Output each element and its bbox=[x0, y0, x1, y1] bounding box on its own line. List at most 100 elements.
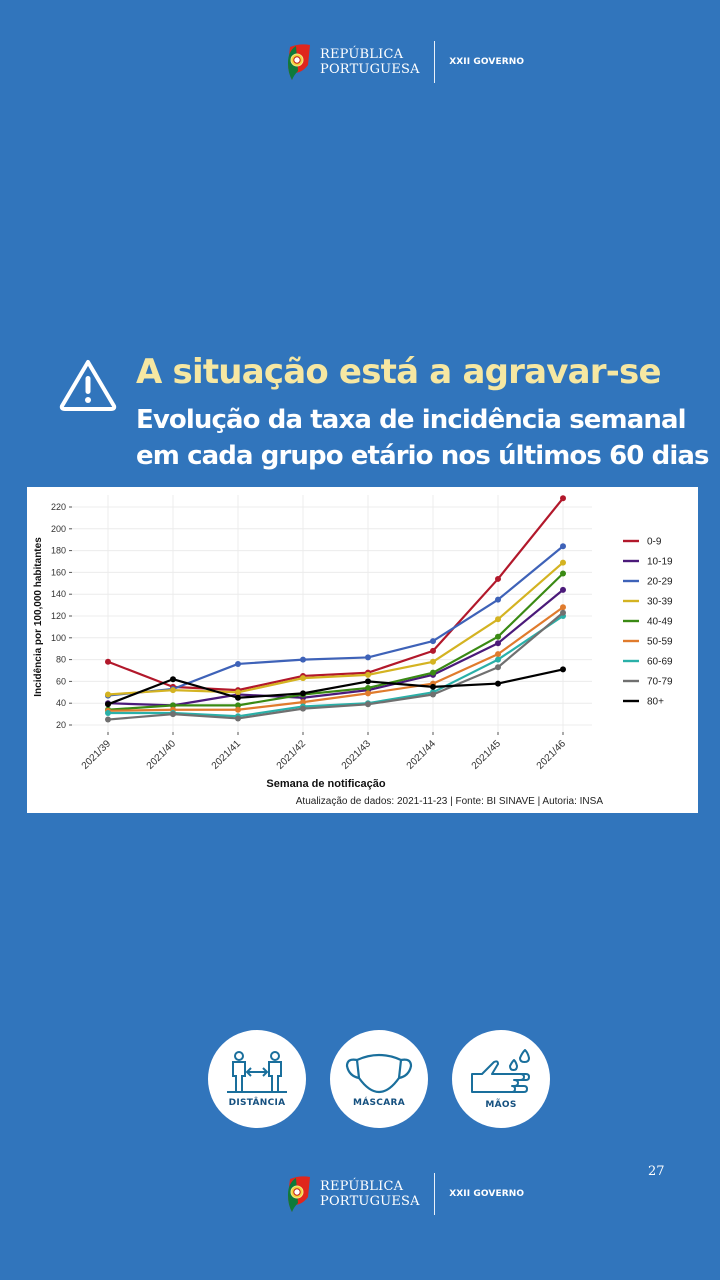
series-line-20-29 bbox=[107, 545, 564, 697]
data-point bbox=[235, 702, 241, 709]
data-point bbox=[365, 671, 371, 678]
y-tick-label: 160 bbox=[51, 567, 66, 577]
data-point bbox=[235, 715, 241, 722]
data-point bbox=[365, 654, 371, 661]
badge-distance: DISTÂNCIA bbox=[208, 1030, 306, 1128]
series-line-50-59 bbox=[107, 606, 564, 712]
data-point bbox=[300, 690, 306, 697]
legend-label: 50-59 bbox=[647, 637, 673, 648]
x-tick-label: 2021/41 bbox=[210, 738, 244, 772]
data-point bbox=[365, 701, 371, 708]
footer-logo: REPÚBLICA PORTUGUESA XXII GOVERNO bbox=[286, 1172, 524, 1216]
series-line-10-19 bbox=[107, 588, 564, 707]
data-point bbox=[235, 706, 241, 713]
badge-label: MÁSCARA bbox=[353, 1098, 405, 1108]
data-point bbox=[430, 638, 436, 645]
warning-triangle-icon bbox=[58, 358, 118, 412]
y-tick-label: 120 bbox=[51, 611, 66, 621]
data-point bbox=[430, 669, 436, 676]
y-axis-label: Incidência por 100,000 habitantes bbox=[33, 537, 44, 697]
data-point bbox=[560, 604, 566, 611]
x-tick-label: 2021/42 bbox=[275, 738, 309, 772]
data-point bbox=[105, 710, 111, 717]
face-mask-icon bbox=[345, 1053, 413, 1094]
data-point bbox=[430, 647, 436, 654]
y-tick-label: 180 bbox=[51, 546, 66, 556]
data-point bbox=[235, 694, 241, 701]
government-label: XXII GOVERNO bbox=[449, 1189, 525, 1199]
data-point bbox=[560, 543, 566, 550]
legend-label: 30-39 bbox=[647, 597, 673, 608]
badge-label: MÃOS bbox=[485, 1100, 517, 1110]
portugal-flag-icon bbox=[286, 1175, 312, 1213]
headline-title: A situação está a agravar-se bbox=[136, 352, 662, 392]
prevention-badges: DISTÂNCIA MÁSCARA MÃOS bbox=[208, 1030, 550, 1128]
data-point bbox=[170, 687, 176, 694]
portugal-flag-icon bbox=[286, 43, 312, 81]
data-point bbox=[495, 656, 501, 663]
government-label: XXII GOVERNO bbox=[449, 57, 525, 67]
logo-line-1: REPÚBLICA bbox=[320, 1179, 404, 1194]
y-tick-label: 80 bbox=[56, 655, 66, 665]
series-line-30-39 bbox=[107, 561, 564, 696]
x-axis-label: Semana de notificação bbox=[266, 778, 385, 790]
data-point bbox=[495, 633, 501, 640]
x-tick-label: 2021/44 bbox=[405, 738, 439, 772]
data-point bbox=[495, 651, 501, 658]
data-point bbox=[495, 640, 501, 647]
data-point bbox=[430, 658, 436, 665]
y-tick-label: 40 bbox=[56, 698, 66, 708]
y-tick-label: 220 bbox=[51, 502, 66, 512]
data-point bbox=[105, 691, 111, 698]
data-point bbox=[105, 658, 111, 665]
data-point bbox=[560, 495, 566, 502]
x-tick-label: 2021/39 bbox=[80, 738, 114, 772]
chart-canvas: 20 40 60 80 100 120 140 160 180 200 220 2021/39 2021… bbox=[33, 495, 673, 807]
header-logo: REPÚBLICA PORTUGUESA XXII GOVERNO bbox=[286, 40, 524, 84]
legend-label: 20-29 bbox=[647, 577, 673, 588]
series-line-80+ bbox=[107, 668, 564, 706]
data-point bbox=[300, 705, 306, 712]
series-line-0-9 bbox=[107, 497, 564, 692]
logo-divider bbox=[433, 1173, 436, 1215]
data-point bbox=[170, 702, 176, 709]
data-point bbox=[170, 711, 176, 718]
page-number: 27 bbox=[648, 1164, 665, 1179]
x-tick-label: 2021/45 bbox=[470, 738, 504, 772]
data-point bbox=[170, 676, 176, 683]
subtitle-line-2: em cada grupo etário nos últimos 60 dias bbox=[136, 441, 709, 471]
y-tick-label: 60 bbox=[56, 676, 66, 686]
data-point bbox=[560, 586, 566, 593]
data-point bbox=[235, 689, 241, 696]
x-tick-label: 2021/43 bbox=[340, 738, 374, 772]
logo-divider bbox=[433, 41, 436, 83]
data-point bbox=[300, 675, 306, 682]
legend-label: 80+ bbox=[647, 697, 664, 708]
hand-washing-icon bbox=[471, 1049, 530, 1093]
data-point bbox=[560, 559, 566, 566]
legend-label: 60-69 bbox=[647, 657, 673, 668]
legend-label: 40-49 bbox=[647, 617, 673, 628]
incidence-line-chart: 20 40 60 80 100 120 140 160 180 200 220 2021/39 2021… bbox=[27, 487, 698, 813]
x-tick-label: 2021/46 bbox=[535, 738, 569, 772]
logo-line-1: REPÚBLICA bbox=[320, 47, 404, 62]
data-point bbox=[495, 596, 501, 603]
data-point bbox=[300, 656, 306, 663]
data-point bbox=[235, 660, 241, 667]
y-tick-label: 100 bbox=[51, 633, 66, 643]
badge-hands: MÃOS bbox=[452, 1030, 550, 1128]
data-point bbox=[365, 684, 371, 691]
badge-label: DISTÂNCIA bbox=[228, 1098, 286, 1108]
data-point bbox=[495, 680, 501, 687]
data-point bbox=[365, 690, 371, 697]
data-point bbox=[495, 664, 501, 671]
data-point bbox=[105, 716, 111, 723]
data-point bbox=[430, 683, 436, 690]
data-point bbox=[495, 575, 501, 582]
subtitle-line-1: Evolução da taxa de incidência semanal bbox=[136, 405, 687, 435]
series-line-40-49 bbox=[107, 572, 564, 711]
headline-subtitle: Evolução da taxa de incidência semanal e… bbox=[136, 402, 709, 474]
y-tick-label: 200 bbox=[51, 524, 66, 534]
data-point bbox=[300, 699, 306, 706]
data-point bbox=[495, 616, 501, 623]
